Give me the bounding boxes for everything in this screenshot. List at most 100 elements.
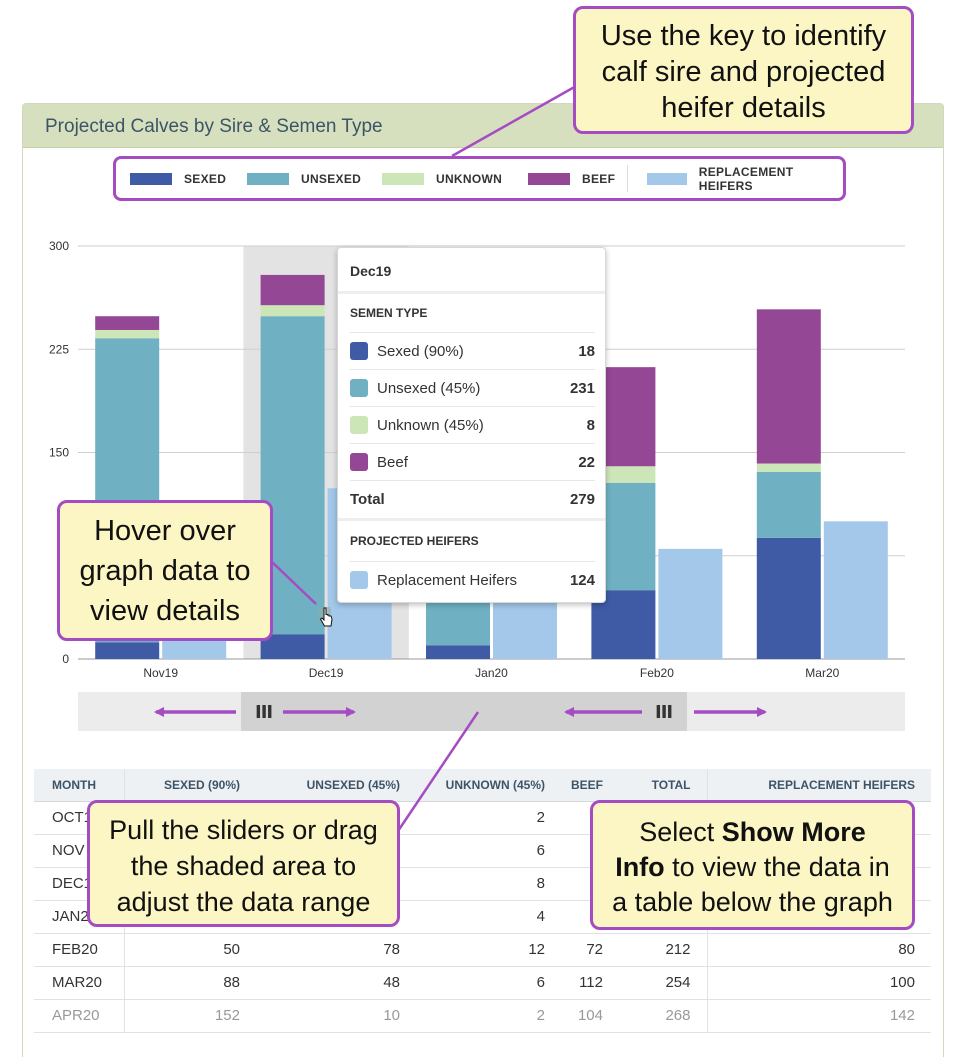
cell-heifers: 100 [707, 966, 931, 1000]
tooltip-label: Unknown (45%) [377, 416, 484, 434]
callout-key-line: Use the key to identify [600, 20, 887, 52]
tooltip-swatch-beef [350, 453, 368, 471]
x-tick-label: Mar20 [805, 666, 839, 680]
cell-heifers: 80 [707, 933, 931, 967]
bar-segment-sexed [756, 537, 821, 659]
table-row: MAR20 88 48 6 112 254 100 [34, 966, 931, 1000]
cell-total: 268 [619, 999, 708, 1033]
bar-segment-sexed [426, 645, 490, 659]
col-header-total[interactable]: TOTAL [619, 769, 708, 802]
tooltip-swatch-sexed [350, 342, 368, 360]
cell-beef: 104 [561, 999, 619, 1033]
bar-segment-beef [756, 309, 821, 464]
tooltip-value: 18 [578, 342, 595, 360]
cell-beef: 72 [561, 933, 619, 967]
cell-sexed: 50 [124, 933, 256, 967]
legend-item-unknown[interactable]: UNKNOWN [382, 159, 502, 198]
panel-title: Projected Calves by Sire & Semen Type [45, 116, 383, 137]
legend-swatch-unknown [382, 172, 424, 185]
callout-slider-line: adjust the data range [116, 887, 371, 917]
tooltip-row-unsexed: Unsexed (45%) 231 [350, 369, 595, 406]
x-tick-label: Feb20 [640, 666, 674, 680]
callout-more-prefix: Select [639, 817, 722, 847]
right-slider-handle[interactable]: III [655, 702, 673, 723]
hand-pointer-icon [319, 607, 333, 627]
bar-replacement-heifers [658, 548, 723, 659]
tooltip-label: Replacement Heifers [377, 571, 518, 589]
tooltip-row-total: Total 279 [350, 480, 595, 517]
cell-unsexed: 78 [256, 933, 416, 967]
cell-month: FEB20 [34, 933, 125, 967]
legend-label-unsexed: UNSEXED [301, 171, 362, 186]
tooltip-divider [338, 291, 605, 294]
cell-unsexed: 10 [256, 999, 416, 1033]
tooltip-row-unknown: Unknown (45%) 8 [350, 406, 595, 443]
bar-segment-unknown [95, 329, 160, 339]
cell-unknown: 12 [416, 933, 561, 967]
bar-segment-beef [260, 274, 325, 306]
cell-unsexed: 48 [256, 966, 416, 1000]
tooltip-swatch-unknown [350, 416, 368, 434]
x-tick-label: Jan20 [475, 666, 508, 680]
callout-show-more: Select Show More Info to view the data i… [590, 800, 915, 930]
legend-label-replacement-heifers: REPLACEMENT HEIFERS [698, 164, 794, 193]
legend-item-replacement-heifers[interactable]: REPLACEMENT HEIFERS [647, 159, 843, 198]
bar-segment-sexed [260, 634, 325, 659]
cell-sexed: 88 [124, 966, 256, 1000]
callout-slider-line: Pull the sliders or drag [109, 815, 378, 845]
callout-more-line-2: Info to view the data in [593, 850, 912, 885]
bar-replacement-heifers [823, 521, 888, 659]
tooltip-swatch-unsexed [350, 379, 368, 397]
callout-more-line-1: Select Show More [593, 815, 912, 850]
tooltip-label: Unsexed (45%) [377, 379, 481, 397]
legend-item-beef[interactable]: BEEF [528, 159, 615, 198]
tooltip-value: 22 [578, 453, 595, 471]
col-header-beef[interactable]: BEEF [561, 769, 619, 802]
tooltip-total-value: 279 [569, 490, 595, 508]
callout-more-bold-1: Show More [721, 817, 866, 847]
bar-segment-unsexed [756, 471, 821, 538]
cell-heifers: 142 [707, 999, 931, 1033]
table-row: FEB20 50 78 12 72 212 80 [34, 933, 931, 967]
col-header-unsexed[interactable]: UNSEXED (45%) [256, 769, 416, 802]
legend-swatch-unsexed [247, 172, 289, 185]
col-header-unknown[interactable]: UNKNOWN (45%) [416, 769, 561, 802]
tooltip-row-replacement-heifers: Replacement Heifers 124 [350, 561, 595, 598]
col-header-month[interactable]: MONTH [34, 769, 125, 802]
key-callout-connector [451, 83, 579, 158]
x-tick-label: Dec19 [309, 666, 344, 680]
chart-tooltip: Dec19 SEMEN TYPE Sexed (90%) 18 Unsexed … [337, 247, 606, 603]
callout-hover-line: view details [90, 595, 240, 627]
cell-month: APR20 [34, 999, 125, 1033]
cell-unknown: 6 [416, 966, 561, 1000]
cell-total: 254 [619, 966, 708, 1000]
cell-unknown: 2 [416, 801, 561, 835]
tooltip-value: 124 [569, 571, 595, 589]
y-tick-label: 0 [62, 652, 69, 666]
chart-legend: SEXED UNSEXED UNKNOWN BEEF REPLACEMENT H… [113, 156, 846, 201]
legend-item-sexed[interactable]: SEXED [130, 159, 226, 198]
x-tick-label: Nov19 [143, 666, 178, 680]
callout-key: Use the key to identify calf sire and pr… [573, 6, 914, 134]
cell-unknown: 8 [416, 867, 561, 901]
legend-item-unsexed[interactable]: UNSEXED [247, 159, 361, 198]
callout-hover: Hover over graph data to view details [57, 500, 273, 641]
legend-swatch-sexed [130, 172, 172, 185]
bar-segment-unknown [756, 463, 821, 472]
slider-callout-connector [390, 711, 480, 841]
callout-key-line: calf sire and projected [601, 56, 886, 88]
callout-hover-line: graph data to [79, 555, 251, 587]
callout-hover-line: Hover over [94, 515, 236, 547]
tooltip-semen-section: SEMEN TYPE [350, 306, 428, 320]
left-slider-handle[interactable]: III [255, 702, 273, 723]
tooltip-total-label: Total [350, 490, 385, 508]
tooltip-row-beef: Beef 22 [350, 443, 595, 480]
callout-more-suffix: to view the data in [664, 852, 890, 882]
col-header-sexed[interactable]: SEXED (90%) [124, 769, 256, 802]
cell-sexed: 152 [124, 999, 256, 1033]
tooltip-swatch-replacement-heifers [350, 571, 368, 589]
cell-unknown: 2 [416, 999, 561, 1033]
callout-slider: Pull the sliders or drag the shaded area… [87, 800, 400, 927]
callout-more-bold-2: Info [615, 852, 665, 882]
